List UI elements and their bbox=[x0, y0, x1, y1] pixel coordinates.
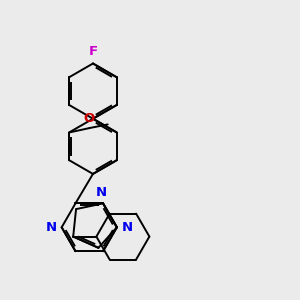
Text: F: F bbox=[88, 45, 98, 58]
Text: N: N bbox=[121, 221, 132, 234]
Text: N: N bbox=[96, 186, 107, 199]
Text: O: O bbox=[84, 112, 95, 125]
Text: N: N bbox=[46, 221, 57, 234]
